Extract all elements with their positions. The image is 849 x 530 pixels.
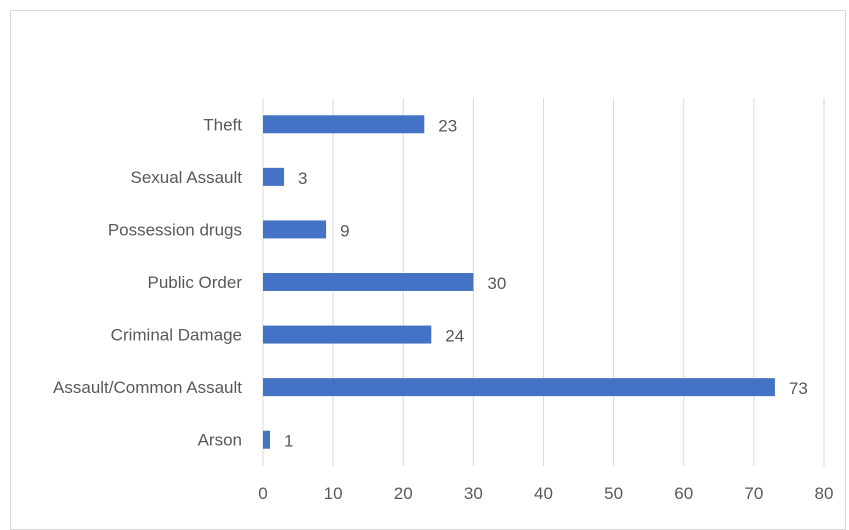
bar [263,273,474,291]
category-label: Possession drugs [108,220,242,239]
category-label: Arson [198,431,242,450]
gridlines [262,98,825,466]
data-label: 24 [445,327,464,346]
x-tick-label: 80 [815,484,834,503]
data-label: 23 [438,116,457,135]
bars [263,115,775,449]
category-labels: Theft Sexual Assault Possession drugs Publi… [53,115,242,449]
category-label: Public Order [148,273,243,292]
bar [263,115,425,134]
data-labels: 23 3 9 30 24 73 1 [284,116,808,450]
data-label: 1 [284,432,293,451]
category-label: Sexual Assault [130,168,242,187]
bar [263,167,285,186]
bar [263,220,327,239]
x-tick-label: 10 [324,484,343,503]
x-tick-label: 60 [674,484,693,503]
bar [263,325,432,344]
data-label: 30 [487,274,506,293]
category-label: Theft [203,115,242,134]
x-tick-label: 20 [394,484,413,503]
x-tick-label: 0 [258,484,267,503]
x-tick-label: 70 [744,484,763,503]
bar [263,378,775,397]
x-tick-label: 50 [604,484,623,503]
x-axis-tick-labels: 0 10 20 30 40 50 60 70 80 [258,484,833,503]
bar-chart: Theft Sexual Assault Possession drugs Publi… [53,98,833,503]
x-tick-label: 30 [464,484,483,503]
bar [263,430,271,449]
data-label: 3 [298,169,307,188]
category-label: Assault/Common Assault [53,378,242,397]
chart-frame [10,10,846,530]
x-tick-label: 40 [534,484,553,503]
data-label: 9 [340,221,349,240]
data-label: 73 [789,379,808,398]
category-label: Criminal Damage [111,326,242,345]
